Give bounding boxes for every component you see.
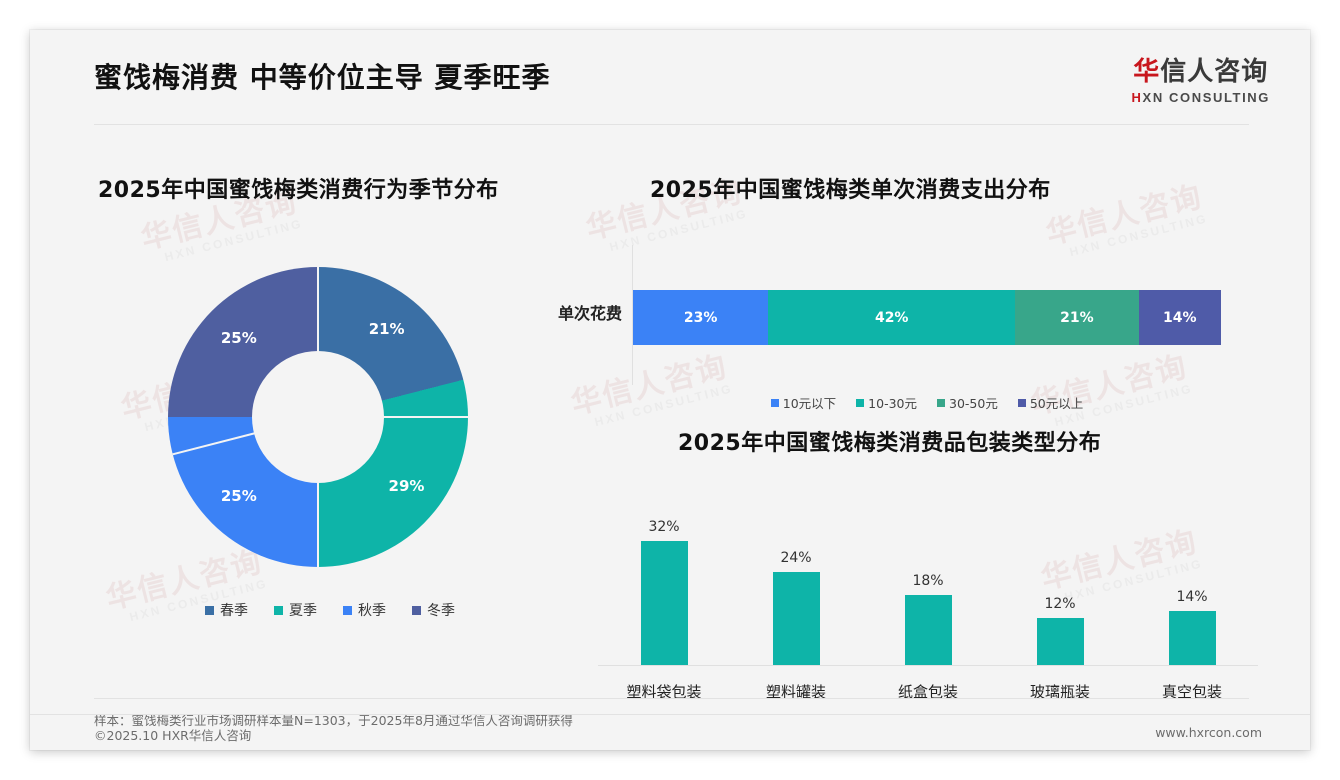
copyright-text: ©2025.10 HXR华信人咨询 [94,728,252,743]
legend-label: 10-30元 [868,396,917,411]
header-divider [94,124,1249,125]
legend-item[interactable]: 秋季 [343,600,386,620]
bar-rect [1036,618,1084,665]
logo-english: HXN CONSULTING [1132,90,1270,105]
bar-value-label: 24% [780,550,812,566]
stacked-bar-axis [632,245,633,385]
bar-column: 18% [862,500,994,665]
legend-swatch-icon [770,398,779,407]
donut-separator [317,267,319,417]
bar-value-label: 12% [1044,596,1076,612]
logo-chinese-rest: 信人咨询 [1160,57,1269,87]
legend-item[interactable]: 春季 [205,600,248,620]
bar-column: 32% [598,500,730,665]
stacked-bar-segment: 21% [1015,290,1139,345]
website-link[interactable]: www.hxrcon.com [1155,725,1262,740]
legend-label: 30-50元 [949,396,998,411]
logo-en-h: H [1131,89,1143,105]
slide-footer: ©2025.10 HXR华信人咨询 www.hxrcon.com [30,714,1310,750]
bar-category-label: 纸盒包装 [897,683,958,701]
season-legend: 春季 夏季 秋季 冬季 [90,600,570,620]
legend-label: 春季 [220,603,248,619]
legend-item[interactable]: 10元以下 [770,393,837,412]
spend-legend: 10元以下 10-30元 30-50元 50元以上 [633,393,1221,412]
legend-swatch-icon [856,398,865,407]
donut-slice-label: 25% [220,328,257,347]
logo-chinese: 华信人咨询 [1132,58,1270,87]
page-title: 蜜饯梅消费 中等价位主导 夏季旺季 [94,61,551,94]
slide-canvas: 华信人咨询 HXN CONSULTING 华信人咨询 HXN CONSULTIN… [30,30,1310,750]
logo-char-hua: 华 [1133,57,1161,87]
bar-rect [1168,611,1216,665]
chart-title-season: 2025年中国蜜饯梅类消费行为季节分布 [98,178,499,203]
stacked-bar-segment: 23% [633,290,769,345]
donut-separator [317,417,319,567]
legend-item[interactable]: 50元以上 [1017,393,1084,412]
donut-slice-label: 29% [388,476,425,495]
donut-slice-label: 25% [220,487,257,506]
legend-swatch-icon [205,605,214,615]
footer-divider [94,698,1249,699]
legend-label: 夏季 [289,603,317,619]
logo-en-rest: XN CONSULTING [1142,89,1270,105]
stacked-bar-segment: 14% [1138,290,1221,345]
sample-note: 样本：蜜饯梅类行业市场调研样本量N=1303，于2025年8月通过华信人咨询调研… [94,713,573,728]
legend-label: 冬季 [427,603,455,619]
watermark-cn: 华信人咨询 [1042,179,1207,252]
bar-category-label: 真空包装 [1161,683,1222,701]
package-baseline [598,665,1258,666]
bar-column: 12% [994,500,1126,665]
legend-label: 50元以上 [1029,396,1084,411]
legend-item[interactable]: 10-30元 [856,393,917,412]
bar-value-label: 14% [1176,589,1208,605]
stacked-bar-segment: 42% [768,290,1016,345]
package-category-labels: 塑料袋包装 塑料罐装 纸盒包装 玻璃瓶装 真空包装 [598,681,1258,702]
spend-stacked-bar-chart: 单次花费 23% 42% 21% 14% 10元以下 10-30元 30-50元 50元以上 [530,245,1250,420]
legend-item[interactable]: 30-50元 [937,393,998,412]
bar-value-label: 18% [912,573,944,589]
donut-slice-label: 21% [368,319,405,338]
stacked-bar-category-label: 单次花费 [557,304,622,323]
legend-swatch-icon [937,398,945,407]
bar-value-label: 32% [648,519,680,535]
bar-rect [640,541,688,665]
bar-category-label: 塑料袋包装 [626,683,702,701]
legend-item[interactable]: 冬季 [412,600,455,620]
bar-column: 14% [1126,500,1258,665]
stacked-bar: 23% 42% 21% 14% [633,290,1221,345]
legend-label: 10元以下 [782,396,837,411]
legend-swatch-icon [1017,398,1026,407]
legend-label: 秋季 [358,603,386,619]
legend-swatch-icon [412,605,421,615]
bar-category-label: 塑料罐装 [765,683,826,701]
chart-title-spend: 2025年中国蜜饯梅类单次消费支出分布 [650,178,1051,203]
package-bar-chart: 32% 24% 18% 12% 14% 塑料袋包装 塑料罐装 纸盒包装 玻璃瓶装 真空包装 [590,485,1270,710]
bar-rect [904,595,952,665]
bar-column: 24% [730,500,862,665]
legend-swatch-icon [274,605,283,615]
bar-category-label: 玻璃瓶装 [1029,683,1090,701]
bar-rect [772,572,820,665]
legend-swatch-icon [343,605,352,615]
donut-ring [168,267,468,567]
slide-header: 蜜饯梅消费 中等价位主导 夏季旺季 华信人咨询 HXN CONSULTING [30,30,1310,125]
legend-item[interactable]: 夏季 [274,600,317,620]
donut-separator [318,416,468,418]
package-bars: 32% 24% 18% 12% 14% [598,500,1258,665]
chart-title-package: 2025年中国蜜饯梅类消费品包装类型分布 [678,431,1102,456]
season-donut-chart: 21% 29% 25% 25% 春季 夏季 秋季 冬季 [90,245,570,645]
brand-logo: 华信人咨询 HXN CONSULTING [1132,58,1270,105]
